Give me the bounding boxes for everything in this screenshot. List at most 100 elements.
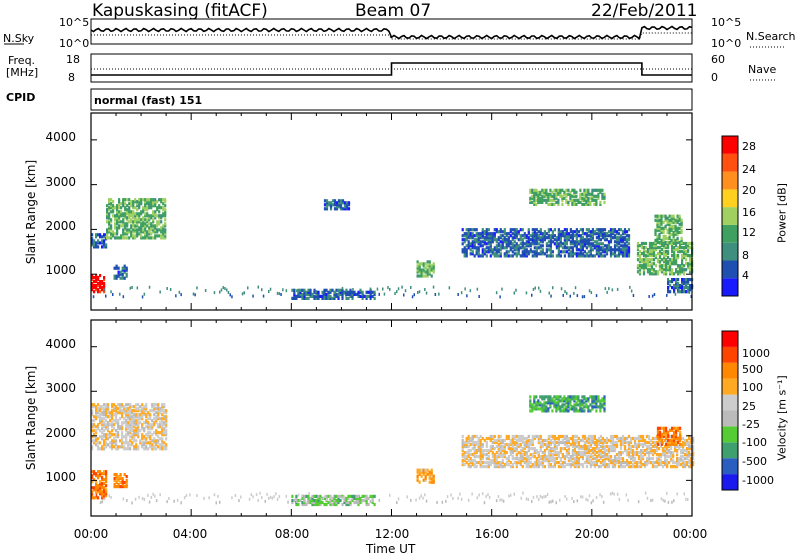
echo-cell [329,289,331,292]
echo-cell [659,427,661,430]
echo-cell [462,234,464,237]
echo-cell [626,230,628,233]
echo-cell [99,413,101,416]
echo-cell [123,441,125,444]
echo-cell [606,445,608,448]
echo-cell [488,232,490,235]
ground-scatter-cell [324,495,326,498]
echo-cell [164,208,166,211]
echo-cell [669,429,671,432]
echo-cell [149,413,151,416]
echo-cell [638,451,640,454]
echo-cell [148,198,150,201]
echo-cell [600,242,602,245]
echo-cell [116,275,118,278]
echo-cell [500,244,502,247]
echo-cell [658,219,660,222]
echo-cell [679,227,681,230]
echo-cell [652,445,654,448]
echo-cell [494,453,496,456]
echo-cell [103,447,105,450]
echo-cell [654,215,656,218]
echo-cell [643,246,645,249]
echo-cell [544,230,546,233]
echo-cell [340,199,342,202]
echo-cell [138,198,140,201]
echo-cell [161,417,163,420]
ground-scatter-cell [677,492,679,495]
echo-cell [684,439,686,442]
ground-scatter-cell [179,291,181,294]
echo-cell [591,405,593,408]
echo-cell [526,437,528,440]
echo-cell [512,242,514,245]
ground-scatter-cell [240,496,242,499]
echo-cell [95,429,97,432]
echo-cell [508,463,510,466]
echo-cell [355,293,357,296]
ground-scatter-cell [322,497,324,500]
ground-scatter-cell [556,501,558,504]
echo-cell [486,441,488,444]
echo-cell [486,246,488,249]
echo-cell [669,219,671,222]
echo-cell [492,441,494,444]
echo-cell [311,293,313,296]
echo-cell [564,232,566,235]
ground-scatter-cell [654,293,656,296]
echo-cell [600,228,602,231]
echo-cell [124,265,126,268]
echo-cell [646,445,648,448]
nsky-panel [91,19,692,44]
echo-cell [637,270,639,273]
echo-cell [107,403,109,406]
echo-cell [558,451,560,454]
echo-cell [119,425,121,428]
echo-cell [484,453,486,456]
echo-cell [657,443,659,446]
echo-cell [362,291,364,294]
echo-cell [500,439,502,442]
echo-cell [149,435,151,438]
echo-cell [578,234,580,237]
echo-cell [535,401,537,404]
echo-cell [537,407,539,410]
echo-cell [353,501,355,504]
nsky-trace [91,27,692,39]
echo-cell [685,268,687,271]
echo-cell [136,218,138,221]
echo-cell [567,409,569,412]
ground-scatter-cell [149,501,151,504]
echo-cell [103,407,105,410]
echo-cell [639,250,641,253]
echo-cell [597,193,599,196]
echo-cell [574,439,576,442]
echo-cell [528,435,530,438]
echo-cell [554,435,556,438]
echo-cell [559,395,561,398]
ground-scatter-cell [652,499,654,502]
ground-scatter-cell [251,493,253,496]
ground-scatter-cell [265,500,267,503]
echo-cell [110,224,112,227]
ground-scatter-cell [412,295,414,298]
ground-scatter-cell [510,494,512,497]
ground-scatter-cell [396,501,398,504]
echo-cell [500,461,502,464]
echo-cell [681,237,683,240]
echo-cell [594,254,596,257]
ground-scatter-cell [144,498,146,501]
echo-cell [496,455,498,458]
echo-cell [563,197,565,200]
echo-cell [117,431,119,434]
echo-cell [604,228,606,231]
echo-cell [636,437,638,440]
ground-scatter-cell [298,289,300,292]
echo-cell [558,242,560,245]
echo-cell [494,435,496,438]
ground-scatter-cell [277,292,279,295]
echo-cell [671,427,673,430]
echo-cell [585,403,587,406]
echo-cell [146,230,148,233]
echo-cell [332,199,334,202]
